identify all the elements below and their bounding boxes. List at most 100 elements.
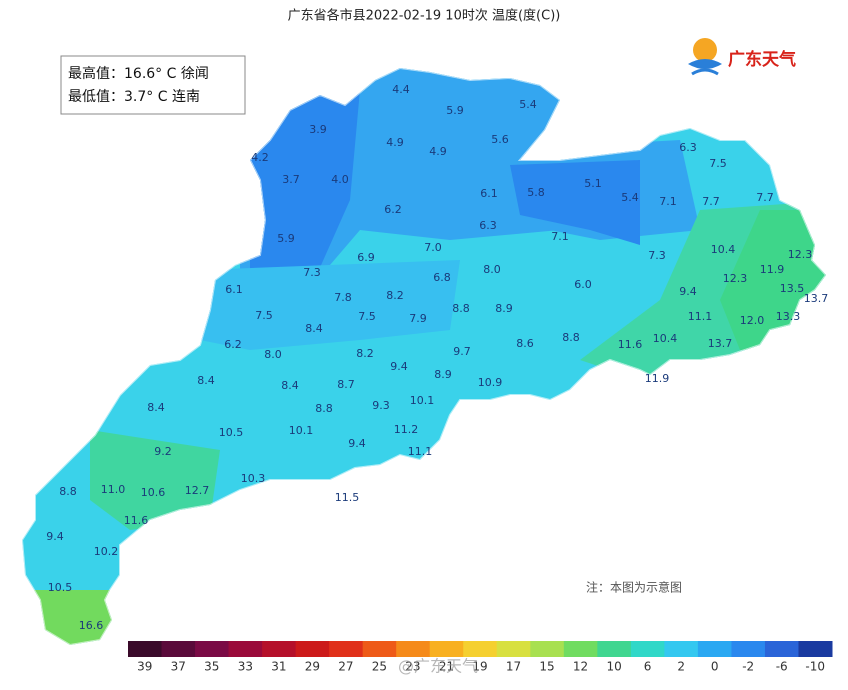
map-label: 6.9: [357, 251, 375, 264]
map-label: 12.3: [723, 272, 748, 285]
map-label: 10.3: [241, 472, 266, 485]
map-label: 11.6: [618, 338, 643, 351]
map-label: 8.4: [281, 379, 299, 392]
legend-swatch: [563, 641, 598, 657]
map-label: 11.9: [760, 263, 785, 276]
map-label: 8.4: [197, 374, 215, 387]
map-label: 13.7: [804, 292, 829, 305]
map-label: 12.3: [788, 248, 813, 261]
min-stat: 最低值：3.7° C 连南: [68, 89, 200, 105]
map-label: 8.9: [495, 302, 513, 315]
map-label: 5.4: [621, 191, 639, 204]
legend-label: -10: [805, 660, 825, 674]
legend-label: 25: [372, 660, 387, 674]
legend-swatch: [128, 641, 163, 657]
legend-label: 29: [305, 660, 320, 674]
map-label: 8.8: [315, 402, 333, 415]
legend-swatch: [262, 641, 297, 657]
map-label: 7.3: [648, 249, 666, 262]
legend-swatch: [362, 641, 397, 657]
legend-swatch: [429, 641, 464, 657]
map-label: 7.5: [255, 309, 273, 322]
legend-label: 0: [711, 660, 719, 674]
map-label: 8.8: [452, 302, 470, 315]
legend-label: 12: [573, 660, 588, 674]
map-label: 6.1: [225, 283, 243, 296]
map-label: 12.7: [185, 484, 210, 497]
map-label: 4.2: [251, 151, 269, 164]
map-label: 8.0: [483, 263, 501, 276]
legend-swatch: [731, 641, 766, 657]
map-label: 7.7: [702, 195, 720, 208]
legend-swatch: [463, 641, 498, 657]
legend-swatch: [597, 641, 632, 657]
map-label: 13.3: [776, 310, 801, 323]
legend-swatch: [396, 641, 431, 657]
legend-label: 33: [238, 660, 253, 674]
legend-swatch: [764, 641, 799, 657]
map-label: 11.5: [335, 491, 360, 504]
legend-label: 19: [472, 660, 487, 674]
map-label: 5.9: [277, 232, 295, 245]
map-label: 8.2: [386, 289, 404, 302]
map-label: 11.1: [408, 445, 433, 458]
map-label: 8.7: [337, 378, 355, 391]
map-label: 11.6: [124, 514, 149, 527]
map-label: 11.1: [688, 310, 713, 323]
map-label: 10.4: [653, 332, 678, 345]
map-labels: 4.4 5.9 5.4 3.9 4.9 4.9 5.6 4.2 3.7 4.0 6.3 7.5 5.8 5…: [46, 83, 828, 632]
map-label: 6.3: [479, 219, 497, 232]
map-label: 10.5: [219, 426, 244, 439]
map-label: 9.4: [46, 530, 64, 543]
legend-swatch: [295, 641, 330, 657]
map-label: 8.8: [59, 485, 77, 498]
watermark: @广东天气: [398, 657, 478, 676]
legend-swatch: [798, 641, 833, 657]
color-legend: 39 37 35 33 31 29 27 25 23 21 19 17 15 12 10 6 2 0 -2 -6 -10: [128, 641, 833, 674]
title: 广东省各市县2022-02-19 10时次 温度(度(C)): [288, 8, 561, 24]
map-label: 8.0: [264, 348, 282, 361]
logo: 广东天气: [688, 38, 796, 76]
legend-label: 23: [405, 660, 420, 674]
stats-box: [60, 55, 246, 115]
map-label: 4.9: [386, 136, 404, 149]
logo-text: 广东天气: [728, 49, 796, 70]
legend-label: 21: [439, 660, 454, 674]
map-label: 7.5: [709, 157, 727, 170]
legend-label: -6: [776, 660, 788, 674]
legend-swatch: [329, 641, 364, 657]
note: 注：本图为示意图: [586, 580, 682, 595]
legend-label: 10: [606, 660, 621, 674]
legend-swatch: [228, 641, 263, 657]
map-label: 5.9: [446, 104, 464, 117]
legend-swatch: [630, 641, 665, 657]
map-label: 10.5: [48, 581, 73, 594]
map-label: 7.3: [303, 266, 321, 279]
map-label: 9.4: [679, 285, 697, 298]
legend-label: 27: [338, 660, 353, 674]
map-label: 6.2: [224, 338, 242, 351]
map-label: 8.6: [516, 337, 534, 350]
map-label: 10.2: [94, 545, 119, 558]
map-label: 11.0: [101, 483, 126, 496]
map-label: 6.8: [433, 271, 451, 284]
map-label: 13.5: [780, 282, 805, 295]
map-label: 10.4: [711, 243, 736, 256]
legend-label: 39: [137, 660, 152, 674]
map-label: 9.7: [453, 345, 471, 358]
map-label: 7.1: [659, 195, 677, 208]
map-label: 8.8: [562, 331, 580, 344]
map-label: 8.4: [147, 401, 165, 414]
map-label: 7.0: [424, 241, 442, 254]
map-label: 7.5: [358, 310, 376, 323]
map-label: 13.7: [708, 337, 733, 350]
map-label: 7.9: [409, 312, 427, 325]
legend-label: -2: [742, 660, 754, 674]
max-stat: 最高值：16.6° C 徐闻: [68, 65, 209, 82]
map-label: 4.0: [331, 173, 349, 186]
map-label: 3.7: [282, 173, 300, 186]
map-label: 6.1: [480, 187, 498, 200]
map-label: 9.2: [154, 445, 172, 458]
map-label: 11.2: [394, 423, 419, 436]
map-label: 5.4: [519, 98, 537, 111]
